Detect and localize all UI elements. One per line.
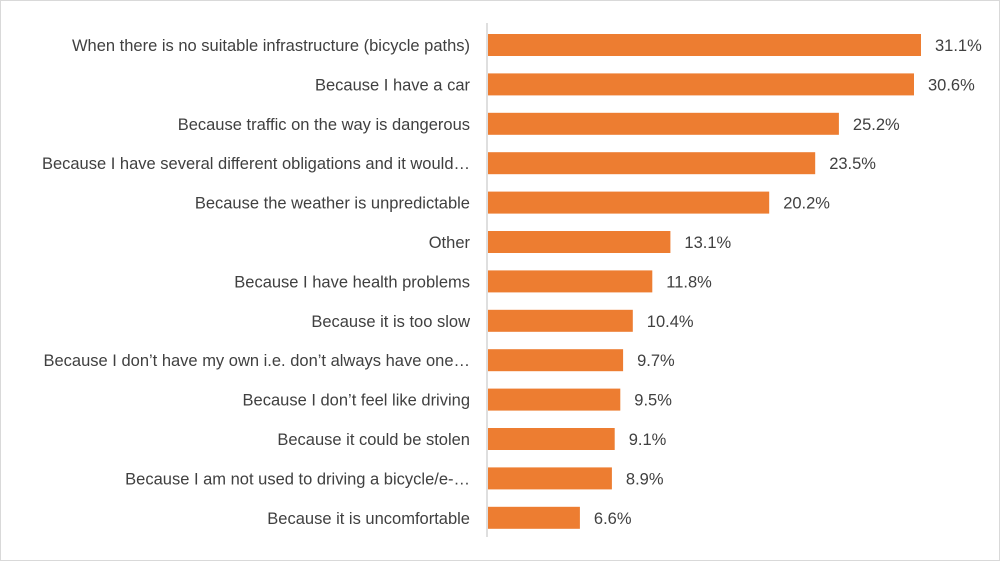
value-label-10: 9.5%: [634, 392, 672, 410]
value-label-4: 23.5%: [829, 155, 876, 173]
category-label-11: Because it could be stolen: [277, 431, 470, 449]
bar-4: [488, 152, 816, 175]
value-label-13: 6.6%: [594, 510, 632, 528]
bar-3: [488, 112, 839, 135]
bar-1: [488, 34, 921, 56]
category-label-3: Because traffic on the way is dangerous: [178, 116, 470, 134]
labels-layer: When there is no suitable infrastructure…: [42, 37, 982, 528]
category-label-13: Because it is uncomfortable: [267, 510, 470, 528]
category-label-9: Because I don’t have my own i.e. don’t a…: [44, 352, 471, 370]
value-label-6: 13.1%: [684, 234, 731, 252]
value-label-7: 11.8%: [666, 273, 712, 291]
value-label-11: 9.1%: [629, 431, 667, 449]
category-label-5: Because the weather is unpredictable: [195, 195, 470, 213]
value-label-5: 20.2%: [783, 195, 830, 213]
bar-10: [488, 388, 621, 411]
bar-12: [488, 467, 612, 490]
bar-9: [488, 349, 624, 372]
bar-13: [488, 506, 580, 529]
value-label-1: 31.1%: [935, 37, 982, 55]
value-label-9: 9.7%: [637, 352, 675, 370]
category-label-10: Because I don’t feel like driving: [243, 392, 470, 410]
category-label-7: Because I have health problems: [234, 273, 470, 291]
category-label-12: Because I am not used to driving a bicyc…: [125, 470, 470, 488]
value-label-2: 30.6%: [928, 76, 975, 94]
bar-8: [488, 309, 633, 332]
category-label-8: Because it is too slow: [311, 313, 470, 331]
category-label-1: When there is no suitable infrastructure…: [72, 37, 470, 55]
category-label-4: Because I have several different obligat…: [42, 155, 470, 173]
bar-7: [488, 270, 653, 293]
bars-layer: [488, 34, 921, 529]
value-label-3: 25.2%: [853, 116, 900, 134]
category-label-2: Because I have a car: [315, 76, 471, 94]
bar-5: [488, 191, 770, 214]
value-label-8: 10.4%: [647, 313, 694, 331]
category-label-6: Other: [429, 234, 471, 252]
bar-11: [488, 428, 615, 450]
bar-2: [488, 73, 914, 96]
value-label-12: 8.9%: [626, 470, 664, 488]
bar-6: [488, 231, 671, 253]
